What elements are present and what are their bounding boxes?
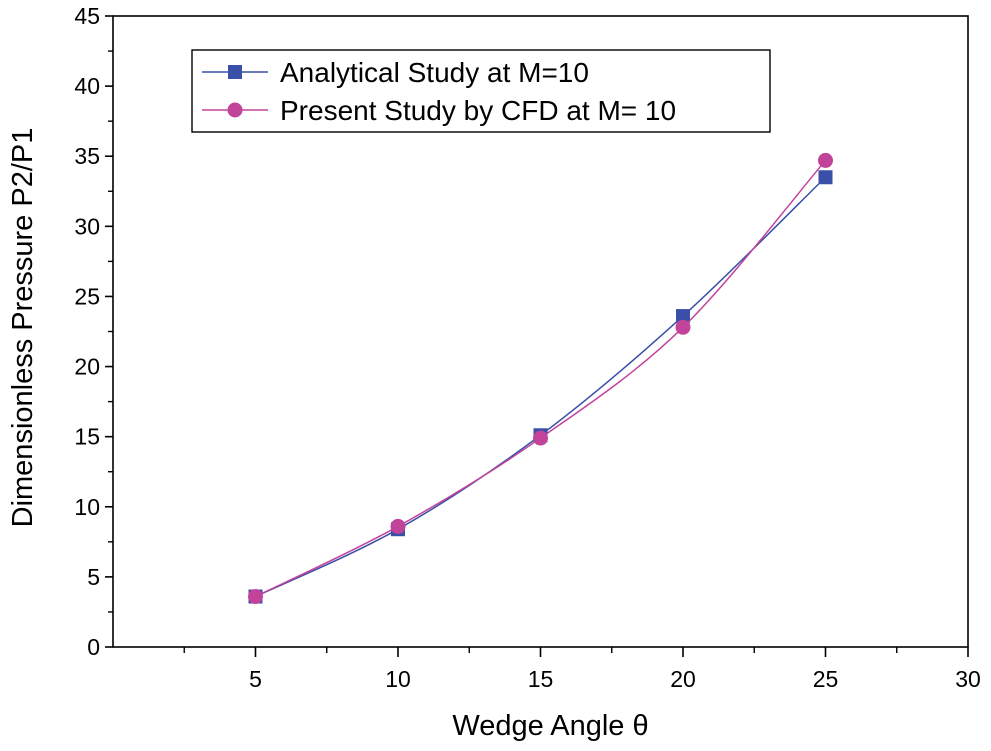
x-axis-title: Wedge Angle θ: [452, 710, 648, 742]
data-point-circle: [675, 319, 691, 335]
y-tick-label: 15: [74, 424, 100, 450]
series-line: [255, 176, 827, 598]
series-2: [248, 152, 833, 605]
y-axis-title: Dimensionless Pressure P2/P1: [7, 128, 39, 528]
y-tick-label: 10: [74, 494, 100, 520]
y-tick-label: 40: [74, 73, 100, 99]
x-tick-label: 5: [249, 666, 262, 692]
y-tick-label: 0: [87, 634, 100, 660]
legend-label: Present Study by CFD at M= 10: [280, 95, 676, 126]
legend-marker-square: [228, 65, 242, 79]
y-tick-label: 45: [74, 3, 100, 29]
data-point-circle: [818, 152, 833, 168]
data-point-square: [676, 309, 690, 324]
x-tick-label: 10: [385, 666, 411, 692]
y-tick-label: 35: [74, 143, 100, 169]
data-point-circle: [248, 589, 263, 605]
legend-box: [191, 49, 771, 133]
data-point-circle: [390, 518, 406, 534]
x-tick-label: 20: [670, 666, 696, 692]
legend-label: Analytical Study at M=10: [280, 57, 589, 88]
y-tick-label: 25: [74, 283, 100, 309]
y-tick-label: 30: [74, 213, 100, 239]
legend-marker-circle: [227, 102, 243, 118]
y-tick-label: 5: [87, 564, 100, 590]
x-tick-label: 25: [813, 666, 839, 692]
series-line: [255, 159, 827, 598]
data-point-circle: [533, 430, 548, 446]
legend: Analytical Study at M=10 Present Study by…: [191, 49, 771, 133]
data-point-square: [818, 170, 833, 185]
series-1: [248, 170, 833, 604]
series-layer: [248, 152, 833, 605]
y-tick-label: 20: [74, 354, 100, 380]
axes: 0 5 10 15 20 25 30 35 40 45 5 10 15 20 25 30: [74, 3, 980, 692]
x-tick-label: 15: [528, 666, 554, 692]
x-tick-label: 30: [955, 666, 981, 692]
